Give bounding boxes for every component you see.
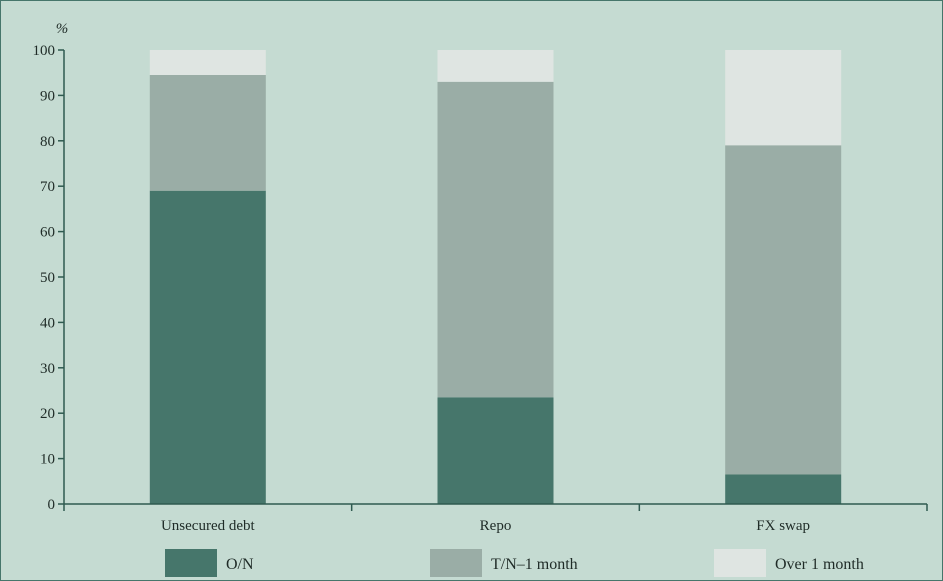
bar-unsecured-debt-series-1 — [149, 75, 266, 191]
x-category-label: FX swap — [756, 518, 810, 534]
bar-repo-series-2 — [437, 50, 554, 82]
axes-group: 0 10 20 30 40 50 60 70 80 90 100 Unsecured debt Repo… — [33, 43, 928, 534]
y-tick-label: 0 — [48, 497, 56, 513]
legend: O/N T/N–1 month Over 1 month — [165, 549, 864, 577]
y-tick-label: 50 — [40, 270, 55, 286]
bar-unsecured-debt-series-0 — [149, 190, 266, 504]
bars-group — [149, 50, 842, 504]
y-tick-label: 90 — [40, 88, 55, 104]
y-tick-label: 30 — [40, 361, 55, 377]
bar-fx-swap-series-1 — [725, 145, 842, 475]
legend-label: T/N–1 month — [491, 556, 578, 573]
y-tick-label: 70 — [40, 179, 55, 195]
legend-label: Over 1 month — [775, 556, 864, 573]
y-tick-label: 10 — [40, 452, 55, 468]
y-tick-label: 60 — [40, 225, 55, 241]
legend-swatch — [430, 549, 482, 577]
y-tick-label: 20 — [40, 406, 55, 422]
legend-swatch — [714, 549, 766, 577]
bar-unsecured-debt-series-2 — [149, 50, 266, 75]
legend-label: O/N — [226, 556, 254, 573]
legend-swatch — [165, 549, 217, 577]
bar-fx-swap-series-2 — [725, 50, 842, 146]
y-tick-label: 100 — [33, 43, 56, 59]
x-category-label: Unsecured debt — [161, 518, 256, 534]
x-category-label: Repo — [480, 518, 512, 534]
y-unit-label: % — [56, 21, 69, 37]
y-tick-label: 40 — [40, 315, 55, 331]
bar-fx-swap-series-0 — [725, 474, 842, 504]
y-tick-label: 80 — [40, 134, 55, 150]
bar-repo-series-0 — [437, 397, 554, 504]
bar-repo-series-1 — [437, 81, 554, 398]
